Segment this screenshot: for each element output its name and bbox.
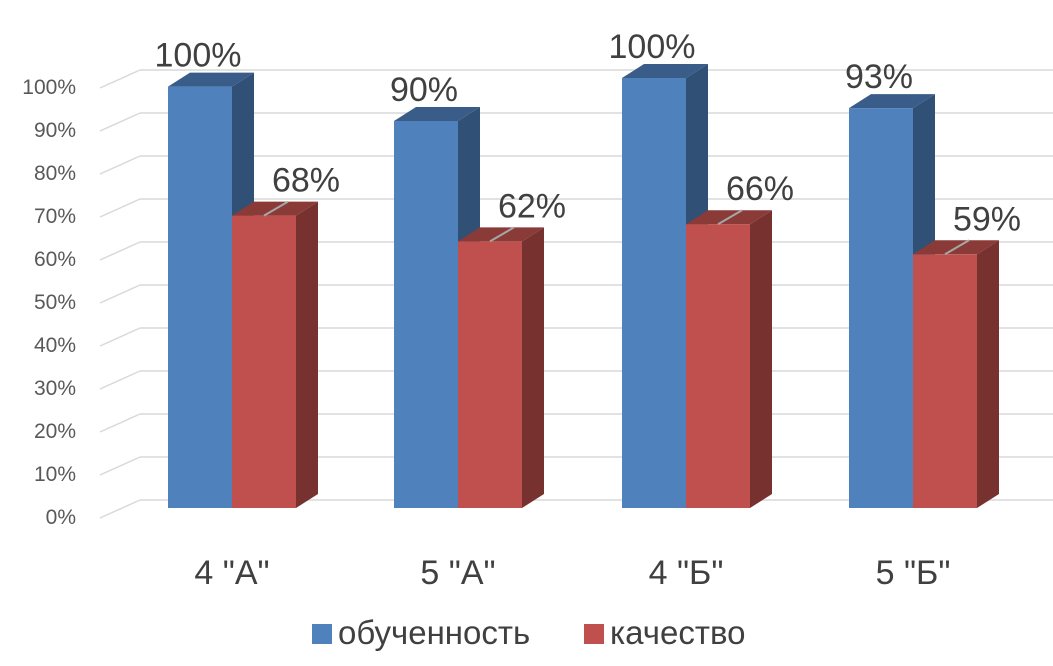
gridline-diagonal	[100, 70, 140, 88]
bar-1-3	[913, 254, 977, 508]
data-label: 90%	[390, 71, 458, 109]
gridline-diagonal	[100, 371, 140, 389]
gridline-diagonal	[100, 242, 140, 260]
x-category-label: 4 "А"	[194, 554, 269, 592]
x-category-label: 5 "Б"	[876, 554, 951, 592]
y-tick-label: 50%	[34, 291, 76, 314]
y-tick-label: 60%	[34, 248, 76, 271]
bar-1-0	[232, 216, 296, 508]
data-label: 100%	[155, 37, 242, 75]
y-tick-label: 30%	[34, 377, 76, 400]
gridline-diagonal	[100, 500, 140, 518]
bar-side-1-1	[522, 227, 544, 508]
legend-label-0: обученность	[338, 614, 530, 651]
data-label: 93%	[845, 58, 913, 96]
y-tick-label: 90%	[34, 119, 76, 142]
data-label: 68%	[272, 162, 340, 200]
bar-0-0	[168, 87, 232, 508]
bar-0-2	[622, 78, 686, 508]
bar-0-3	[849, 108, 913, 508]
y-tick-label: 100%	[22, 76, 76, 99]
gridline-diagonal	[100, 199, 140, 217]
data-label: 59%	[953, 200, 1021, 238]
y-tick-label: 80%	[34, 162, 76, 185]
data-label: 66%	[726, 170, 794, 208]
gridline-diagonal	[100, 457, 140, 475]
gridline-diagonal	[100, 113, 140, 131]
bar-0-1	[394, 121, 458, 508]
legend-label-1: качество	[610, 614, 745, 651]
legend-swatch-1	[584, 624, 604, 644]
bar-1-1	[458, 241, 522, 508]
bar-side-1-3	[977, 240, 999, 508]
data-label: 100%	[609, 28, 696, 66]
legend-swatch-0	[312, 624, 332, 644]
gridline-diagonal	[100, 156, 140, 174]
y-tick-label: 40%	[34, 334, 76, 357]
y-tick-label: 0%	[46, 506, 76, 529]
x-category-label: 5 "А"	[420, 554, 495, 592]
x-category-label: 4 "Б"	[649, 554, 724, 592]
y-tick-label: 20%	[34, 420, 76, 443]
bar-side-1-0	[296, 202, 318, 508]
data-label: 62%	[498, 187, 566, 225]
gridline-diagonal	[100, 285, 140, 303]
gridline-diagonal	[100, 328, 140, 346]
bar-1-2	[686, 224, 750, 508]
gridline-diagonal	[100, 414, 140, 432]
y-tick-label: 10%	[34, 463, 76, 486]
y-tick-label: 70%	[34, 205, 76, 228]
bar-side-1-2	[750, 210, 772, 508]
